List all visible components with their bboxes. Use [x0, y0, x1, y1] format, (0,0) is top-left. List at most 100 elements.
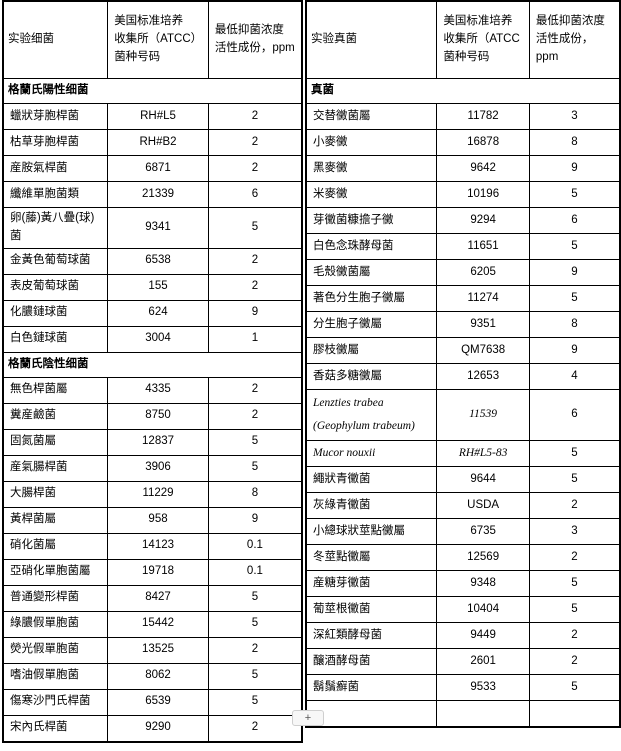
fungi-mic-cell: 3 — [528, 518, 621, 545]
bacteria-atcc-cell: 958 — [107, 506, 209, 534]
bacteria-atcc-cell: 12837 — [107, 428, 209, 456]
fungi-atcc-cell: 11651 — [436, 233, 530, 260]
fungi-name-cell: 分生胞子黴屬 — [305, 311, 438, 338]
bacteria-mic-cell: 5 — [207, 584, 303, 612]
fungi-table-row: 繩狀青黴菌 9644 5 — [305, 466, 621, 493]
fungi-mic-cell: 9 — [528, 337, 621, 364]
fungi-mic-cell: 5 — [528, 466, 621, 493]
fungi-table-row: 小麥黴 16878 8 — [305, 129, 621, 156]
bacteria-table-row: 傷寒沙門氏桿菌 6539 5 — [2, 688, 303, 716]
bacteria-name-cell: 枯草芽胞桿菌 — [2, 129, 109, 156]
bacteria-atcc-cell: RH#L5 — [107, 103, 209, 130]
fungi-header-atcc: 美国标准培养 收集所（ATCC 菌种号码 — [436, 0, 530, 79]
bacteria-mic-cell: 9 — [207, 506, 303, 534]
fungi-name-cell: 鬍鬚癬菌 — [305, 674, 438, 701]
fungi-atcc-cell: 16878 — [436, 129, 530, 156]
bacteria-name-cell: 蠟狀芽胞桿菌 — [2, 103, 109, 130]
fungi-table-row: 葡莖根黴菌 10404 5 — [305, 596, 621, 623]
bacteria-table-row: 硝化菌屬 14123 0.1 — [2, 532, 303, 560]
fungi-atcc-cell: 9533 — [436, 674, 530, 701]
bacteria-mic-cell: 2 — [207, 247, 303, 275]
fungi-name-cell: 深紅類酵母菌 — [305, 622, 438, 649]
bacteria-atcc-cell: 13525 — [107, 636, 209, 664]
fungi-atcc-cell: 12569 — [436, 544, 530, 571]
bacteria-table-row: 無色桿菌屬 4335 2 — [2, 376, 303, 404]
bacteria-mic-cell: 5 — [207, 688, 303, 716]
fungi-atcc-cell — [436, 700, 530, 728]
bacteria-atcc-cell: 8750 — [107, 402, 209, 430]
bacteria-atcc-cell: 8427 — [107, 584, 209, 612]
fungi-table: 实验真菌 美国标准培养 收集所（ATCC 菌种号码 最低抑菌浓度 活性成份，pp… — [305, 0, 621, 728]
bacteria-atcc-cell: 9341 — [107, 207, 209, 249]
bacteria-header-atcc: 美国标准培养 收集所（ATCC） 菌种号码 — [107, 0, 209, 79]
bacteria-table-row: 嗜油假單胞菌 8062 5 — [2, 662, 303, 690]
bacteria-name-cell: 亞硝化單胞菌屬 — [2, 558, 109, 586]
fungi-mic-cell: 2 — [528, 648, 621, 675]
fungi-table-row: 冬莖點黴屬 12569 2 — [305, 544, 621, 571]
fungi-name-cell: 米麥黴 — [305, 181, 438, 208]
fungi-header-name: 实验真菌 — [305, 0, 438, 79]
bacteria-name-cell: 産胺氣桿菌 — [2, 155, 109, 182]
fungi-mic-cell: 4 — [528, 363, 621, 390]
bacteria-table: 实验细菌 美国标准培养 收集所（ATCC） 菌种号码 最低抑菌浓度 活性成份，p… — [2, 0, 303, 743]
fungi-name-cell: 著色分生胞子黴屬 — [305, 285, 438, 312]
fungi-atcc-cell: 9449 — [436, 622, 530, 649]
bacteria-table-row: 宋內氏桿菌 9290 2 — [2, 714, 303, 743]
fungi-group-label: 真菌 — [305, 78, 621, 104]
bacteria-table-row: 固氮菌屬 12837 5 — [2, 428, 303, 456]
bacteria-table-row: 枯草芽胞桿菌 RH#B2 2 — [2, 129, 303, 156]
fungi-name-line2: (Geophylum trabeum) — [313, 420, 415, 432]
bacteria-mic-cell: 5 — [207, 662, 303, 690]
fungi-name-cell: 葡莖根黴菌 — [305, 596, 438, 623]
fungi-atcc-cell: RH#L5-83 — [436, 440, 530, 467]
bacteria-atcc-cell: 6538 — [107, 247, 209, 275]
bacteria-mic-cell: 2 — [207, 273, 303, 301]
fungi-table-row: 深紅類酵母菌 9449 2 — [305, 622, 621, 649]
bacteria-mic-cell: 5 — [207, 454, 303, 482]
bacteria-header-row: 实验细菌 美国标准培养 收集所（ATCC） 菌种号码 最低抑菌浓度 活性成份，p… — [2, 0, 303, 79]
bacteria-mic-cell: 0.1 — [207, 558, 303, 586]
bacteria-table-row: 大腸桿菌 11229 8 — [2, 480, 303, 508]
fungi-table-row: 芽黴菌糠擔子黴 9294 6 — [305, 207, 621, 234]
fungi-atcc-cell: 6735 — [436, 518, 530, 545]
bacteria-table-row: 糞産鹼菌 8750 2 — [2, 402, 303, 430]
fungi-table-row: 膠枝黴屬 QM7638 9 — [305, 337, 621, 364]
fungi-atcc-cell: 11274 — [436, 285, 530, 312]
fungi-mic-cell: 2 — [528, 492, 621, 519]
fungi-mic-cell: 5 — [528, 440, 621, 467]
bacteria-header-atcc-line3: 菌种号码 — [114, 50, 161, 63]
add-row-button[interactable]: + — [292, 710, 324, 726]
bacteria-table-body: 实验细菌 美国标准培养 收集所（ATCC） 菌种号码 最低抑菌浓度 活性成份，p… — [2, 0, 303, 743]
bacteria-name-cell: 嗜油假單胞菌 — [2, 662, 109, 690]
bacteria-atcc-cell: 6539 — [107, 688, 209, 716]
bacteria-atcc-cell: 8062 — [107, 662, 209, 690]
fungi-table-row: 毛殼黴菌屬 6205 9 — [305, 259, 621, 286]
bacteria-name-cell: 傷寒沙門氏桿菌 — [2, 688, 109, 716]
fungi-mic-cell: 5 — [528, 181, 621, 208]
bacteria-name-cell: 化膿鏈球菌 — [2, 299, 109, 327]
fungi-table-row: Mucor nouxii RH#L5-83 5 — [305, 440, 621, 467]
fungi-atcc-cell: USDA — [436, 492, 530, 519]
bacteria-mic-cell: 2 — [207, 714, 303, 743]
bacteria-table-row: 産胺氣桿菌 6871 2 — [2, 155, 303, 182]
fungi-name-cell — [305, 700, 438, 728]
fungi-table-row: 白色念珠酵母菌 11651 5 — [305, 233, 621, 260]
fungi-header-mic: 最低抑菌浓度 活性成份，ppm — [528, 0, 621, 79]
fungi-mic-cell: 5 — [528, 570, 621, 597]
fungi-table-row: 交替黴菌屬 11782 3 — [305, 103, 621, 130]
fungi-mic-cell: 6 — [528, 207, 621, 234]
fungi-name-cell: Mucor nouxii — [305, 440, 438, 467]
fungi-header-mic-line2: 活性成份，ppm — [535, 33, 594, 63]
fungi-name-cell: 小麥黴 — [305, 129, 438, 156]
fungi-name-cell: 香菇多糖黴屬 — [305, 363, 438, 390]
fungi-table-row: 鬍鬚癬菌 9533 5 — [305, 674, 621, 701]
bacteria-table-row: 普通變形桿菌 8427 5 — [2, 584, 303, 612]
fungi-header-atcc-line3: 菌种号码 — [443, 50, 490, 63]
bacteria-name-cell: 金黃色葡萄球菌 — [2, 247, 109, 275]
fungi-table-row: 黑麥黴 9642 9 — [305, 155, 621, 182]
bacteria-mic-cell: 5 — [207, 428, 303, 456]
bacteria-group-row: 格蘭氏陰性细菌 — [2, 351, 303, 378]
fungi-table-row: 小總球狀莖點黴屬 6735 3 — [305, 518, 621, 545]
